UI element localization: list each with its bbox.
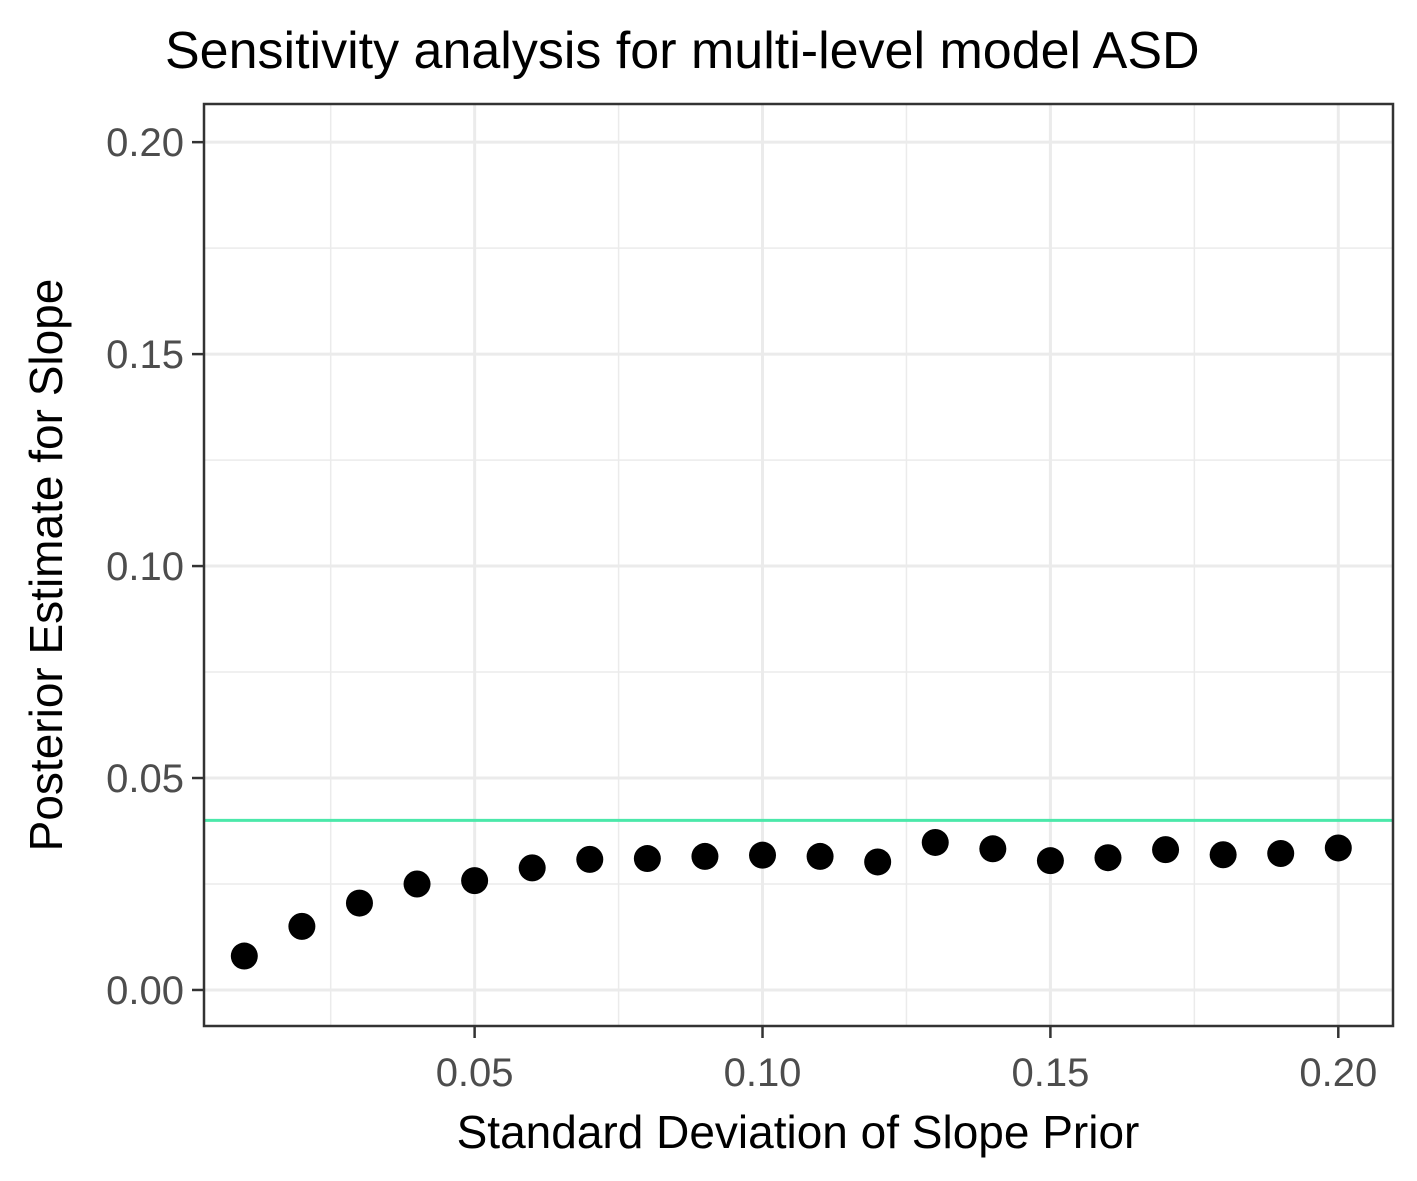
data-point: [288, 912, 316, 940]
data-points: [230, 828, 1352, 970]
x-tick-label: 0.20: [1299, 1051, 1377, 1095]
y-axis-tick-labels: 0.00 0.05 0.10 0.15 0.20: [106, 121, 184, 1013]
data-point: [576, 845, 604, 873]
y-tick-label: 0.00: [106, 969, 184, 1013]
data-point: [1036, 847, 1064, 875]
data-point: [230, 942, 258, 970]
data-point: [864, 848, 892, 876]
x-tick-label: 0.10: [724, 1051, 802, 1095]
y-tick-label: 0.20: [106, 121, 184, 165]
data-point: [1094, 844, 1122, 872]
y-tick-label: 0.15: [106, 333, 184, 377]
x-axis-tick-labels: 0.05 0.10 0.15 0.20: [436, 1051, 1378, 1095]
data-point: [691, 842, 719, 870]
data-point: [345, 889, 373, 917]
data-point: [1324, 834, 1352, 862]
data-point: [1209, 841, 1237, 869]
data-point: [806, 842, 834, 870]
data-point: [921, 828, 949, 856]
x-tick-label: 0.05: [436, 1051, 514, 1095]
data-point: [1267, 839, 1295, 867]
x-axis-title: Standard Deviation of Slope Prior: [457, 1106, 1140, 1158]
y-axis-title: Posterior Estimate for Slope: [20, 279, 72, 852]
data-point: [979, 835, 1007, 863]
data-point: [749, 841, 777, 869]
data-point: [1152, 836, 1180, 864]
data-point: [633, 845, 661, 873]
grid-lines: [204, 104, 1393, 1026]
y-tick-label: 0.10: [106, 545, 184, 589]
chart-title: Sensitivity analysis for multi-level mod…: [165, 22, 1200, 80]
x-tick-label: 0.15: [1011, 1051, 1089, 1095]
data-point: [518, 854, 546, 882]
y-tick-label: 0.05: [106, 757, 184, 801]
data-point: [461, 867, 489, 895]
data-point: [403, 870, 431, 898]
axis-ticks: [192, 140, 1340, 1038]
